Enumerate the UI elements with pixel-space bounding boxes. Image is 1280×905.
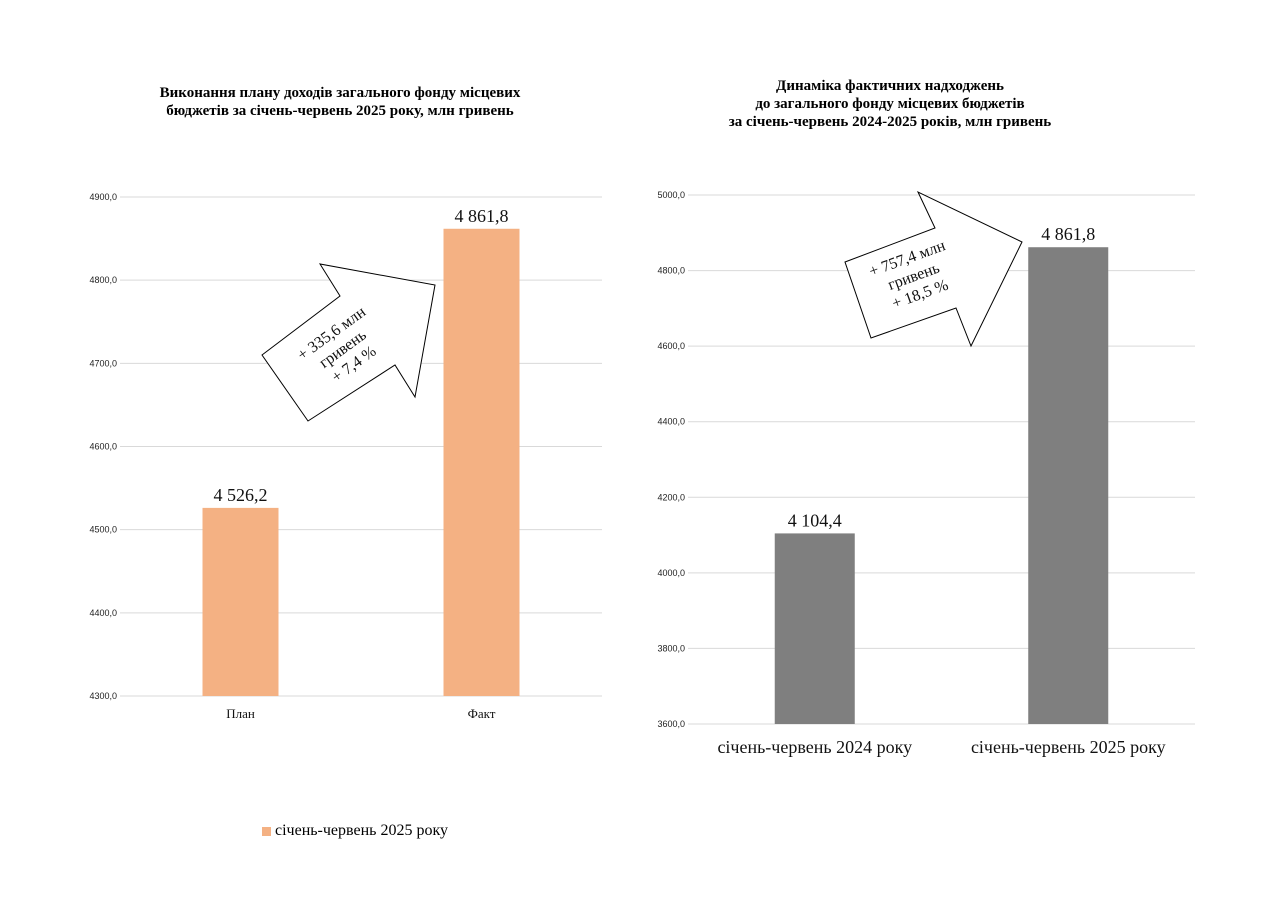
left-data-labels: 4 526,2 4 861,8 (214, 206, 509, 505)
left-y-axis-ticks: 4300,0 4400,0 4500,0 4600,0 4700,0 4800,0 4900… (89, 192, 117, 701)
legend-label: січень-червень 2025 року (275, 822, 448, 839)
left-category-label: Факт (468, 706, 496, 721)
right-arrow-shape (844, 190, 1023, 348)
left-bar (443, 228, 520, 697)
left-y-tick-label: 4800,0 (89, 275, 117, 285)
left-y-tick-label: 4300,0 (89, 691, 117, 701)
left-category-label: План (226, 706, 255, 721)
left-category-labels: План Факт (226, 706, 496, 721)
right-title-line-2: до загального фонду місцевих бюджетів (755, 96, 1025, 112)
left-data-label: 4 861,8 (455, 206, 509, 226)
left-data-label: 4 526,2 (214, 485, 268, 505)
right-title-line-3: за січень-червень 2024-2025 років, млн г… (728, 114, 1052, 130)
left-chart-title: Виконання плану доходів загального фонду… (90, 84, 590, 120)
right-bars (774, 247, 1109, 725)
left-annotation-arrow: + 335,6 млн гривень + 7,4 % (261, 263, 436, 422)
legend-swatch (262, 826, 271, 836)
right-y-tick-label: 4800,0 (657, 266, 685, 276)
right-y-tick-label: 4200,0 (657, 492, 685, 502)
left-title-line-2: бюджетів за січень-червень 2025 року, мл… (166, 103, 514, 119)
right-data-labels: 4 104,4 4 861,8 (788, 224, 1096, 530)
right-data-label: 4 104,4 (788, 510, 842, 530)
right-category-label: січень-червень 2024 року (717, 737, 912, 757)
left-y-tick-label: 4700,0 (89, 358, 117, 368)
right-gridlines (688, 194, 1195, 725)
left-y-tick-label: 4600,0 (89, 442, 117, 452)
left-bar (202, 507, 279, 696)
right-y-axis-ticks: 3600,0 3800,0 4000,0 4200,0 4400,0 4600,0 4800… (657, 190, 685, 729)
left-chart: 4300,0 4400,0 4500,0 4600,0 4700,0 4800,0 4900… (89, 192, 602, 721)
left-y-tick-label: 4900,0 (89, 192, 117, 202)
right-category-labels: січень-червень 2024 року січень-червень 2… (717, 737, 1165, 757)
right-annotation-arrow: + 757,4 млн гривень + 18,5 % (844, 190, 1023, 348)
right-chart-title: Динаміка фактичних надходжень до загальн… (640, 77, 1140, 131)
left-y-tick-label: 4500,0 (89, 525, 117, 535)
left-legend: січень-червень 2025 року (262, 822, 448, 840)
right-data-label: 4 861,8 (1041, 224, 1095, 244)
right-y-tick-label: 4400,0 (657, 417, 685, 427)
left-arrow-shape (261, 263, 436, 422)
right-bar (1028, 247, 1109, 725)
left-y-tick-label: 4400,0 (89, 608, 117, 618)
right-chart: 3600,0 3800,0 4000,0 4200,0 4400,0 4600,0 4800… (657, 190, 1195, 757)
right-category-label: січень-червень 2025 року (971, 737, 1166, 757)
right-y-tick-label: 3600,0 (657, 719, 685, 729)
right-title-line-1: Динаміка фактичних надходжень (776, 78, 1004, 94)
right-y-tick-label: 4600,0 (657, 341, 685, 351)
right-y-tick-label: 5000,0 (657, 190, 685, 200)
left-title-line-1: Виконання плану доходів загального фонду… (159, 85, 521, 101)
right-bar (774, 533, 855, 724)
right-y-tick-label: 4000,0 (657, 568, 685, 578)
left-bars (202, 228, 520, 697)
right-y-tick-label: 3800,0 (657, 643, 685, 653)
